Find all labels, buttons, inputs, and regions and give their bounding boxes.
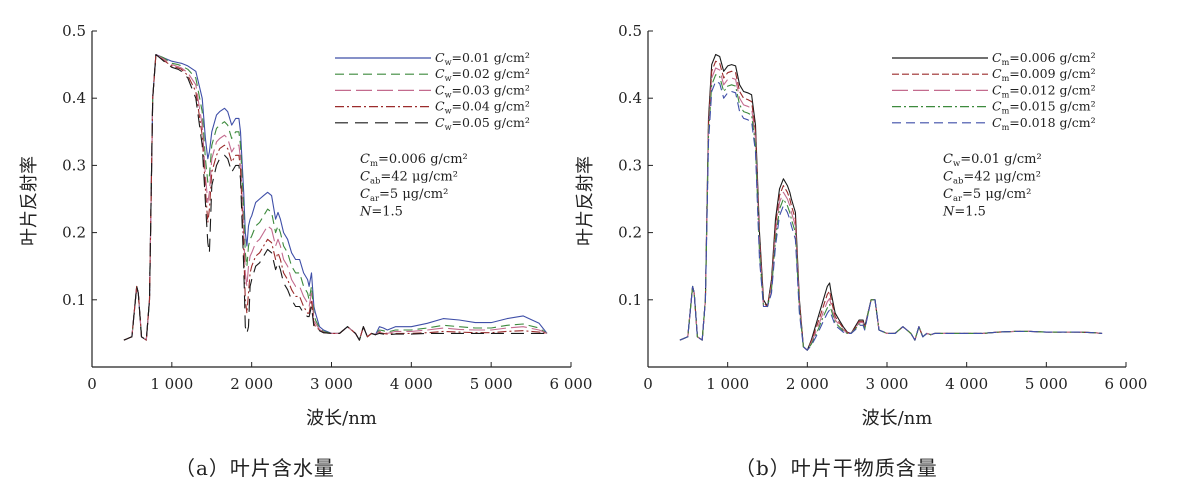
caption-b: （b）叶片干物质含量 [735,456,938,480]
x-tick-label: 3 000 [866,375,909,393]
chart-panel-b: 0 1 000 2 000 3 000 4 000 5 000 6 000 0.1 0.2 0.3… [575,22,1147,429]
legend-label: Cm=0.009 g/cm² [992,66,1096,83]
annotation-line: N=1.5 [942,205,986,220]
legend-label: Cw=0.05 g/cm² [435,115,530,132]
chart-panel-a: 0 1 000 2 000 3 000 4 000 5 000 6 000 0.1 0.2 0.3… [19,22,592,429]
legend-label: Cw=0.04 g/cm² [435,99,530,116]
annotation-line: Cw=0.01 g/cm² [943,152,1042,168]
y-tick-label: 0.1 [62,291,86,309]
y-tick-label: 0.4 [62,89,86,107]
x-tick-label: 2 000 [230,375,273,393]
x-tick-label: 6 000 [1105,375,1148,393]
x-tick-label: 5 000 [470,375,513,393]
series-line-2 [123,53,548,341]
x-tick-label: 4 000 [945,375,988,393]
series-line-5 [123,53,547,341]
y-tick-label: 0.2 [618,224,642,242]
y-tick-label: 0.5 [618,22,642,40]
x-axis-label: 波长/nm [862,408,933,429]
legend-label: Cm=0.015 g/cm² [992,99,1096,116]
series-line-3 [123,53,548,341]
series-line-4 [123,53,548,341]
annotation-line: N=1.5 [359,205,403,220]
y-tick-label: 0.4 [618,89,642,107]
legend-label: Cm=0.006 g/cm² [992,50,1096,67]
x-tick-label: 4 000 [390,375,433,393]
legend-label: Cm=0.018 g/cm² [992,115,1096,132]
annotation-line: Cab=42 μg/cm² [360,170,458,186]
x-tick-label: 2 000 [786,375,829,393]
x-tick-label: 1 000 [150,375,193,393]
y-tick-label: 0.3 [618,156,642,174]
x-tick-label: 6 000 [550,375,593,393]
x-tick-label: 5 000 [1025,375,1068,393]
legend-label: Cw=0.03 g/cm² [435,82,530,99]
legend-label: Cm=0.012 g/cm² [992,82,1096,99]
x-tick-label: 1 000 [706,375,749,393]
series-line-4 [679,74,1103,351]
caption-a: （a）叶片含水量 [175,456,335,480]
x-tick-label: 0 [87,375,97,393]
legend-label: Cw=0.02 g/cm² [435,66,530,83]
x-tick-label: 0 [643,375,653,393]
series-line-1 [123,53,548,341]
y-axis-label: 叶片反射率 [19,156,40,246]
y-tick-label: 0.2 [62,224,86,242]
annotation-line: Car=5 μg/cm² [943,187,1031,203]
annotation-line: Cm=0.006 g/cm² [360,152,468,168]
y-tick-label: 0.1 [618,291,642,309]
annotation-line: Cab=42 μg/cm² [943,170,1041,186]
legend-label: Cw=0.01 g/cm² [435,50,530,67]
annotation-line: Car=5 μg/cm² [360,187,448,203]
series-line-5 [679,80,1103,351]
y-tick-label: 0.3 [62,156,86,174]
x-tick-label: 3 000 [310,375,353,393]
y-axis-label: 叶片反射率 [575,156,596,246]
series-line-2 [679,60,1103,351]
x-axis-label: 波长/nm [306,408,377,429]
y-tick-label: 0.5 [62,22,86,40]
